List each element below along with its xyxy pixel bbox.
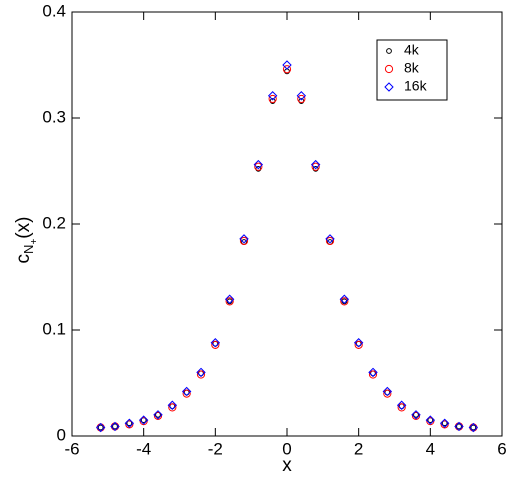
point: [397, 403, 406, 412]
point: [239, 234, 249, 244]
point: [470, 424, 477, 431]
point: [383, 389, 392, 398]
point: [239, 236, 249, 246]
y-tick-label: 0.3: [42, 107, 66, 126]
point: [224, 294, 235, 304]
point: [368, 370, 378, 379]
point: [311, 162, 320, 171]
x-tick-label: -6: [64, 439, 79, 458]
y-tick-label: 0.1: [42, 319, 66, 338]
x-tick-label: 6: [497, 439, 506, 458]
point: [112, 423, 118, 430]
legend-marker: [384, 82, 394, 92]
point: [181, 386, 192, 397]
point: [124, 418, 135, 428]
point: [368, 367, 378, 378]
point: [425, 415, 436, 425]
point: [282, 65, 292, 74]
y-label-sub: N: [21, 245, 36, 254]
point: [354, 340, 363, 349]
point: [196, 370, 206, 379]
y-label-main: c: [13, 254, 34, 264]
legend-marker: [384, 64, 394, 74]
y-tick-label: 0: [57, 425, 66, 444]
point: [253, 159, 264, 170]
x-tick-label: 2: [354, 439, 363, 458]
point: [396, 400, 407, 410]
point: [254, 162, 263, 171]
y-axis-label: cN+(x): [13, 217, 40, 264]
legend-label: 4k: [404, 42, 420, 58]
point: [168, 403, 177, 412]
x-tick-label: -2: [208, 439, 223, 458]
point: [268, 94, 277, 104]
point: [95, 422, 106, 433]
point: [110, 421, 120, 432]
x-tick-label: 0: [282, 439, 291, 458]
x-axis-label: x: [282, 455, 292, 476]
point: [196, 367, 206, 378]
point: [97, 424, 104, 431]
point: [255, 165, 262, 172]
point: [468, 422, 479, 433]
y-tick-label: 0.2: [42, 213, 66, 232]
point: [312, 165, 319, 172]
point: [297, 94, 306, 104]
point: [439, 418, 450, 428]
point: [153, 410, 163, 420]
point: [225, 297, 234, 306]
y-label-subsub: +: [29, 239, 40, 245]
point: [310, 159, 321, 170]
point: [296, 91, 307, 101]
point: [325, 236, 335, 246]
point: [210, 338, 221, 348]
point: [269, 98, 276, 104]
point: [456, 423, 462, 430]
y-tick-label: 0.4: [42, 1, 66, 20]
point: [353, 338, 364, 348]
x-tick-label: 4: [426, 439, 435, 458]
point: [167, 400, 178, 410]
point: [325, 234, 335, 244]
y-label-tail: (x): [13, 217, 34, 239]
point: [138, 415, 149, 425]
point: [411, 410, 421, 420]
x-tick-label: -4: [136, 439, 151, 458]
legend-marker: [386, 48, 392, 54]
point: [339, 294, 350, 304]
point: [340, 297, 349, 306]
legend-label: 8k: [404, 60, 420, 76]
point: [211, 340, 220, 349]
legend-label: 16k: [404, 78, 428, 94]
point: [282, 60, 292, 70]
point: [298, 98, 305, 104]
point: [267, 91, 278, 101]
point: [454, 421, 464, 432]
point: [382, 386, 393, 397]
point: [182, 389, 191, 398]
